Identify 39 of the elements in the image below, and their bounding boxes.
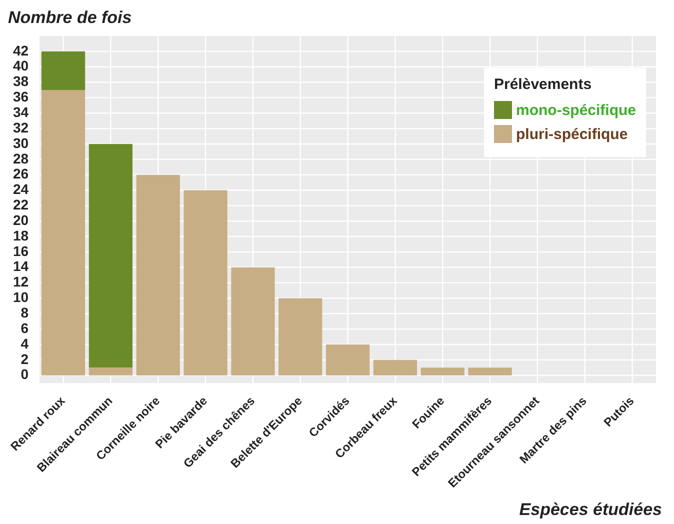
y-tick-label: 6 [20,320,29,336]
y-tick-label: 10 [12,289,29,306]
y-tick-label: 22 [12,196,29,213]
bar [326,344,370,376]
bar [231,267,275,376]
bar [41,90,86,376]
y-tick-label: 26 [12,166,29,182]
y-axis-title: Nombre de fois [8,8,132,28]
x-axis-title: Espèces étudiées [519,500,662,520]
y-tick-label: 42 [12,42,29,58]
y-tick-label: 20 [12,212,29,228]
y-tick-label: 2 [20,350,29,367]
bar [420,368,464,376]
y-tick-label: 8 [20,304,29,321]
y-tick-label: 38 [12,73,29,90]
y-tick-label: 12 [12,274,29,290]
y-tick-label: 18 [12,227,29,244]
bar [278,298,322,376]
y-tick-label: 36 [12,88,29,105]
y-tick-label: 24 [12,181,29,198]
y-tick-label: 4 [20,335,29,352]
bar [88,368,133,376]
legend-label: mono-spécifique [516,102,636,118]
y-tick-label: 16 [12,242,29,259]
y-tick-label: 30 [12,134,29,151]
bar [373,360,418,376]
y-tick-label: 40 [12,58,29,74]
bar [41,51,86,90]
bar [468,368,512,376]
bar [184,190,228,376]
y-tick-label: 0 [20,366,29,382]
y-tick-label: 14 [12,258,29,274]
bar [88,144,133,368]
legend-title: Prélèvements [494,76,593,93]
y-tick-label: 32 [12,119,29,136]
y-tick-label: 34 [12,104,29,120]
legend-label: pluri-spécifique [516,126,628,142]
y-tick-label: 28 [12,150,29,166]
bar [136,174,180,376]
